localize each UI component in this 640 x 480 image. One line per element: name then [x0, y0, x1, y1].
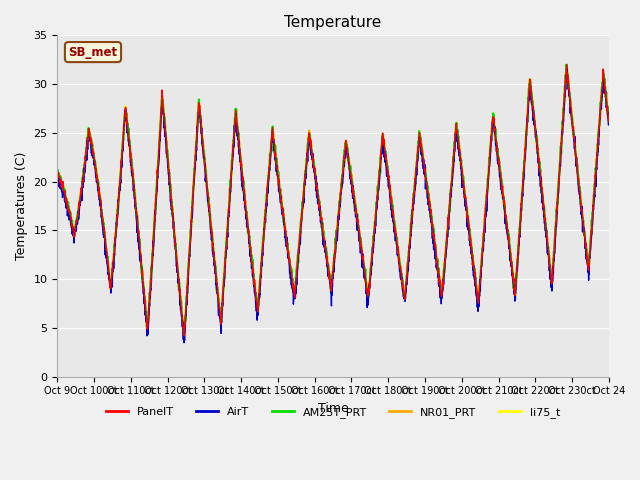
X-axis label: Time: Time: [317, 402, 349, 415]
Legend: PanelT, AirT, AM25T_PRT, NR01_PRT, li75_t: PanelT, AirT, AM25T_PRT, NR01_PRT, li75_…: [102, 403, 564, 422]
Text: SB_met: SB_met: [68, 46, 118, 59]
Y-axis label: Temperatures (C): Temperatures (C): [15, 152, 28, 260]
Title: Temperature: Temperature: [285, 15, 381, 30]
